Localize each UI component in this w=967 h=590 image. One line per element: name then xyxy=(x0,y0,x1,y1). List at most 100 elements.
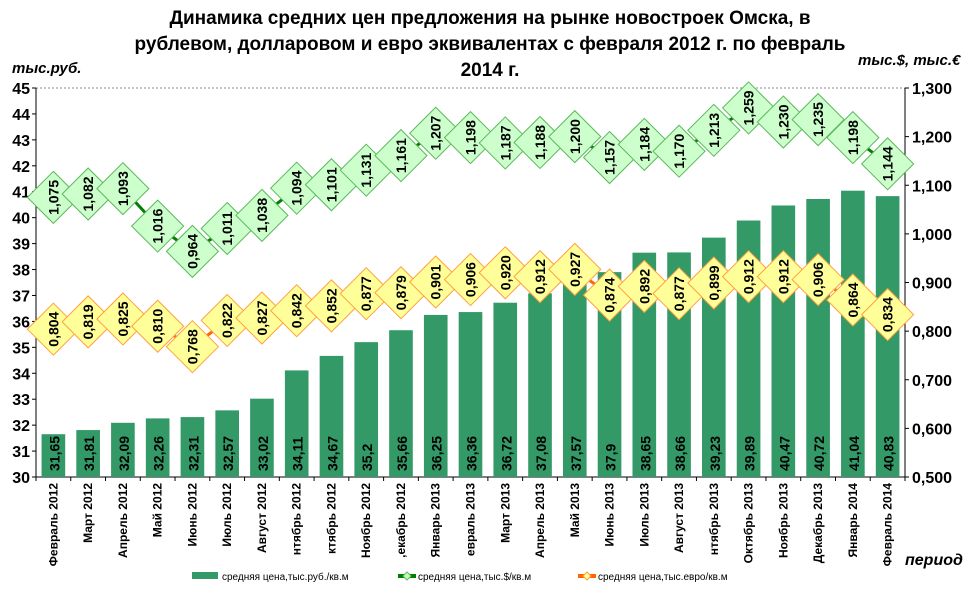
x-tick-label: Август 2012 xyxy=(255,483,269,553)
data-label: 0,901 xyxy=(428,264,444,299)
left-axis-label: тыс.руб. xyxy=(12,60,82,77)
data-label-diamond xyxy=(791,92,845,147)
data-label-diamond xyxy=(617,259,672,314)
data-label: 0,874 xyxy=(602,277,618,312)
left-tick-label: 30 xyxy=(12,470,30,487)
data-label: 1,093 xyxy=(115,171,131,206)
data-label: 0,912 xyxy=(775,259,791,294)
data-label-diamond xyxy=(548,242,602,297)
bar-label: 36,72 xyxy=(498,436,514,471)
x-tick-label: Июль 2012 xyxy=(220,483,234,547)
right-tick-label: 1,000 xyxy=(912,227,952,244)
right-tick-label: 0,800 xyxy=(912,324,952,341)
bar xyxy=(493,302,518,477)
data-label: 0,927 xyxy=(567,252,583,287)
data-label: 0,810 xyxy=(150,309,166,344)
bar xyxy=(250,398,274,477)
bar xyxy=(632,252,657,477)
data-label: 1,157 xyxy=(602,140,618,175)
data-label: 1,075 xyxy=(45,180,61,215)
x-tick-label: Май 2013 xyxy=(568,483,582,538)
bar-label: 32,09 xyxy=(116,436,132,471)
data-label: 0,892 xyxy=(636,269,652,304)
right-tick-label: 0,700 xyxy=(912,373,952,390)
bar-label: 32,26 xyxy=(151,436,167,471)
x-tick-label: Июнь 2013 xyxy=(603,483,617,547)
x-tick-label: нтябрь 2013 xyxy=(707,483,721,556)
left-tick-label: 34 xyxy=(12,366,30,383)
data-label: 1,144 xyxy=(880,146,896,181)
x-tick-label: Декабрь 2013 xyxy=(811,483,825,564)
data-label: 1,016 xyxy=(150,208,166,243)
x-tick-label: Ноябрь 2012 xyxy=(359,483,373,558)
data-label: 1,198 xyxy=(463,120,479,155)
data-label: 0,899 xyxy=(706,265,722,300)
x-tick-label: Январь 2013 xyxy=(429,483,443,558)
left-tick-label: 42 xyxy=(12,159,30,176)
data-label-diamond xyxy=(860,287,915,342)
data-label: 0,877 xyxy=(671,276,687,311)
left-tick-label: 41 xyxy=(12,185,30,202)
left-tick-label: 33 xyxy=(12,392,30,409)
data-label-diamond xyxy=(478,246,532,300)
data-label-diamond xyxy=(652,124,706,178)
x-tick-label: Февраль 2012 xyxy=(46,483,60,567)
x-tick-label: ,екабрь 2012 xyxy=(394,483,408,558)
x-tick-label: Август 2013 xyxy=(672,483,686,553)
data-label-diamond xyxy=(235,188,289,243)
x-tick-label: нтябрь 2012 xyxy=(290,483,304,556)
data-label: 0,825 xyxy=(115,301,131,336)
data-label: 1,170 xyxy=(671,133,687,168)
x-tick-label: Май 2012 xyxy=(151,483,165,538)
bar xyxy=(528,293,552,477)
bar-label: 35,66 xyxy=(394,436,410,471)
x-tick-label: Июнь 2012 xyxy=(185,483,199,547)
data-label: 1,213 xyxy=(706,113,722,148)
data-label: 0,822 xyxy=(219,303,235,338)
bar-label: 36,36 xyxy=(464,436,480,471)
data-label: 0,864 xyxy=(845,282,861,317)
data-label: 1,200 xyxy=(567,119,583,154)
data-label: 1,082 xyxy=(80,176,96,211)
x-tick-label: Февраль 2014 xyxy=(881,483,895,567)
right-tick-label: 0,500 xyxy=(912,470,952,487)
bar-label: 40,47 xyxy=(776,436,792,471)
data-label: 1,184 xyxy=(636,127,652,162)
bar-label: 40,83 xyxy=(881,436,897,471)
data-label-diamond xyxy=(756,249,811,304)
data-label: 1,131 xyxy=(358,152,374,187)
left-tick-label: 38 xyxy=(12,263,30,280)
bar xyxy=(111,422,135,477)
x-tick-label: Январь 2014 xyxy=(846,483,860,558)
data-label-diamond xyxy=(548,109,602,164)
data-label: 0,912 xyxy=(741,259,757,294)
bar-label: 40,72 xyxy=(811,436,827,471)
data-label: 1,161 xyxy=(393,138,409,173)
legend-swatch-marker xyxy=(582,571,592,581)
bar-label: 32,31 xyxy=(185,436,201,471)
bar-label: 37,9 xyxy=(603,444,619,471)
bar xyxy=(806,198,830,477)
right-tick-label: 0,600 xyxy=(912,421,952,438)
x-tick-label: Апрель 2012 xyxy=(116,483,130,558)
data-label: 1,235 xyxy=(810,102,826,137)
left-tick-label: 35 xyxy=(12,340,30,357)
bar-label: 39,89 xyxy=(742,436,758,471)
data-label: 0,920 xyxy=(497,255,513,290)
left-tick-label: 31 xyxy=(12,444,30,461)
data-label-diamond xyxy=(409,106,463,160)
legend-label: средняя цена,тыс.$/кв.м xyxy=(418,572,531,583)
left-tick-label: 37 xyxy=(12,288,30,305)
data-label: 0,877 xyxy=(358,276,374,311)
right-axis-label: тыс.$, тыс.€ xyxy=(858,52,961,69)
data-label: 0,906 xyxy=(810,262,826,297)
data-label-diamond xyxy=(860,137,915,191)
bar xyxy=(841,190,865,478)
legend-label: средняя цена,тыс.евро/кв.м xyxy=(598,572,728,583)
bar-label: 37,08 xyxy=(533,436,549,471)
legend-swatch-bar xyxy=(192,572,218,579)
data-label: 1,101 xyxy=(323,167,339,202)
bar xyxy=(562,280,587,477)
left-tick-label: 36 xyxy=(12,314,30,331)
